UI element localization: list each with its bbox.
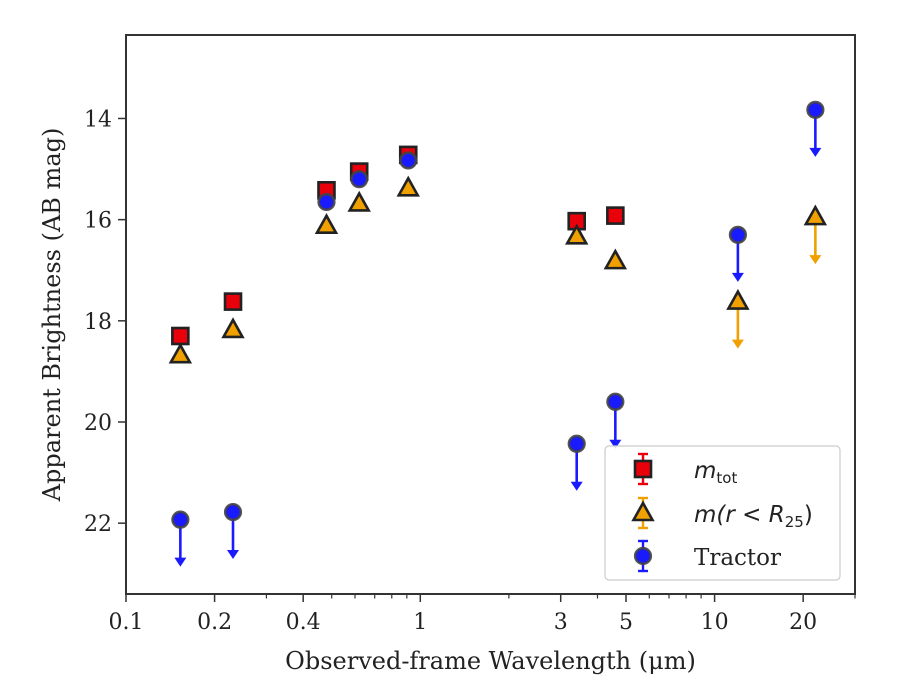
series-1-limit-7-head (731, 339, 744, 349)
series-1-point-0 (168, 342, 193, 364)
series-0 (171, 145, 625, 346)
series-2-point-4 (399, 151, 418, 170)
series-1-point-2 (314, 213, 339, 235)
series-2-limit-5-head (570, 481, 583, 491)
x-tick-label-7: 20 (789, 610, 817, 635)
series-1-point-6 (603, 248, 628, 270)
x-tick-label-3: 1 (413, 610, 427, 635)
series-1-point-4 (396, 175, 420, 197)
axis-ticks: 0.1 0.2 0.4 1 3 5 10 20 14 16 18 20 22 (84, 107, 856, 635)
y-tick-label-0: 14 (84, 107, 112, 132)
plot-frame (125, 34, 856, 595)
series-2 (171, 100, 825, 567)
series-2-point-2 (317, 192, 336, 212)
legend-box (604, 445, 841, 581)
legend-label-1: m(r < R25) (694, 502, 813, 531)
series-1-point-8 (803, 204, 828, 226)
x-tick-label-4: 3 (554, 610, 568, 635)
legend: mtot m(r < R25) Tractor (604, 445, 841, 581)
series-2-limit-0-head (174, 557, 187, 567)
series-2-limit-6-head (609, 439, 622, 449)
legend-label-2: Tractor (694, 545, 781, 571)
series-1-point-7 (726, 288, 750, 310)
series-1-limit-8-head (809, 255, 822, 265)
legend-marker-0 (633, 459, 653, 479)
x-tick-label-0: 0.1 (109, 610, 144, 635)
series-0-point-6 (606, 206, 625, 225)
x-tick-label-6: 10 (701, 610, 729, 635)
series-2-point-7 (728, 225, 747, 244)
y-axis-label: Apparent Brightness (AB mag) (38, 128, 66, 503)
series-2-point-3 (350, 170, 369, 189)
series-1 (168, 175, 828, 364)
series-2-limit-1-head (227, 550, 240, 560)
series-1-point-3 (347, 190, 371, 212)
x-tick-label-2: 0.4 (286, 610, 321, 635)
x-tick-label-1: 0.2 (197, 610, 232, 635)
y-tick-label-4: 22 (84, 512, 112, 537)
series-2-limit-8-head (809, 147, 822, 157)
series-0-point-1 (223, 292, 243, 311)
x-axis-label: Observed-frame Wavelength (μm) (285, 647, 696, 675)
y-tick-label-1: 16 (84, 209, 112, 234)
series-2-point-1 (223, 502, 243, 522)
series-0-point-0 (171, 326, 190, 346)
data-marks (168, 100, 828, 567)
y-tick-label-3: 20 (84, 411, 112, 436)
y-tick-label-2: 18 (84, 310, 112, 335)
series-1-point-5 (564, 223, 589, 245)
legend-marker-2 (633, 546, 653, 566)
legend-marker-1 (631, 500, 655, 522)
series-2-limit-7-head (731, 272, 744, 282)
series-2-point-0 (171, 510, 190, 529)
series-2-point-6 (606, 392, 625, 411)
series-2-point-5 (567, 434, 586, 453)
x-tick-label-5: 5 (619, 610, 633, 635)
series-1-point-1 (221, 317, 245, 339)
legend-label-0: mtot (694, 458, 737, 487)
series-2-point-8 (806, 100, 825, 119)
